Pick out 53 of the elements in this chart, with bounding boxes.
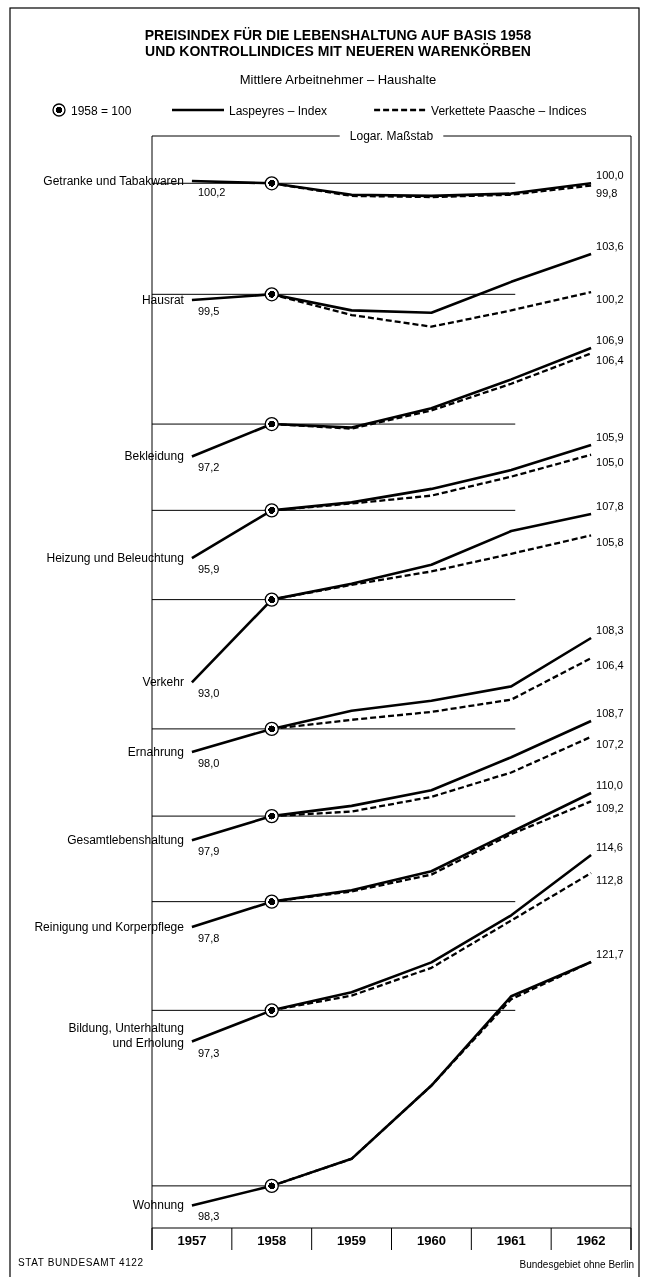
- data-label: 112,8: [596, 874, 623, 887]
- data-label: 97,8: [197, 932, 220, 945]
- y-axis-title: Heizung und Beleuchtung: [46, 551, 184, 566]
- text: Logar. Maßstab: [349, 129, 434, 143]
- y-axis-title: Wohnung: [132, 1198, 184, 1213]
- data-label: 106,9: [596, 334, 624, 346]
- data-label: 107,2: [596, 737, 624, 750]
- data-label: 109,2: [596, 802, 624, 815]
- y-axis-title: Getranke und Tabakwaren: [43, 174, 184, 188]
- data-label: 93,0: [197, 687, 220, 700]
- data-label: 108,3: [596, 624, 624, 636]
- data-label: 95,9: [197, 563, 220, 576]
- data-label: 97,2: [197, 461, 220, 474]
- data-label: 108,7: [596, 707, 624, 719]
- y-axis-title: Ernahrung: [127, 744, 184, 759]
- data-label: 110,0: [596, 779, 623, 791]
- data-label: 99,8: [596, 186, 618, 199]
- y-axis-title: Bildung, Unterhaltung und Erholung: [68, 1020, 184, 1050]
- y-axis-title: Hausrat: [141, 293, 185, 308]
- text: Bundesgebiet ohne Berlin: [519, 1259, 634, 1270]
- data-label: 106,4: [596, 354, 624, 367]
- x-tick-label: 1961: [496, 1233, 526, 1248]
- data-label: 98,0: [197, 756, 220, 769]
- data-label: 97,3: [197, 1046, 220, 1059]
- data-label: 107,8: [596, 500, 624, 512]
- data-label: 100,2: [197, 186, 226, 198]
- data-label: 100,0: [596, 169, 624, 182]
- x-tick-label: 1960: [416, 1233, 446, 1248]
- data-label: 97,9: [197, 845, 220, 858]
- legend-label: Verkettete Paasche – Indices: [431, 103, 587, 118]
- data-label: 98,3: [197, 1210, 220, 1223]
- y-axis-title: Reinigung und Korperpflege: [34, 920, 185, 935]
- y-axis-title: Bekleidung: [124, 449, 184, 464]
- data-label: 103,6: [596, 240, 624, 252]
- y-axis-title: Gesamtlebenshaltung: [67, 833, 184, 848]
- x-tick-label: 1962: [576, 1233, 606, 1248]
- data-label: 121,7: [596, 948, 624, 960]
- x-tick-label: 1959: [337, 1233, 367, 1248]
- chart-subtitle: Mittlere Arbeitnehmer – Haushalte: [239, 72, 437, 87]
- x-tick-label: 1957: [177, 1233, 207, 1248]
- data-label: 106,4: [596, 659, 624, 672]
- data-label: 114,6: [596, 841, 623, 853]
- data-label: 99,5: [197, 305, 220, 318]
- data-label: 105,8: [596, 536, 624, 549]
- data-label: 100,2: [596, 293, 624, 306]
- y-axis-title: Verkehr: [142, 675, 184, 690]
- x-tick-label: 1958: [257, 1233, 287, 1248]
- data-label: 105,9: [596, 431, 624, 443]
- legend-label: Laspeyres – Index: [229, 103, 328, 118]
- legend-label: 1958 = 100: [71, 103, 132, 118]
- text: STAT BUNDESAMT 4122: [18, 1257, 144, 1268]
- chart-title: PREISINDEX FÜR DIE LEBENSHALTUNG AUF BASIS 1958 UND KONTROLLINDICES MIT NEUEREN WARENKÖRBEN: [144, 27, 532, 59]
- data-label: 105,0: [596, 455, 624, 468]
